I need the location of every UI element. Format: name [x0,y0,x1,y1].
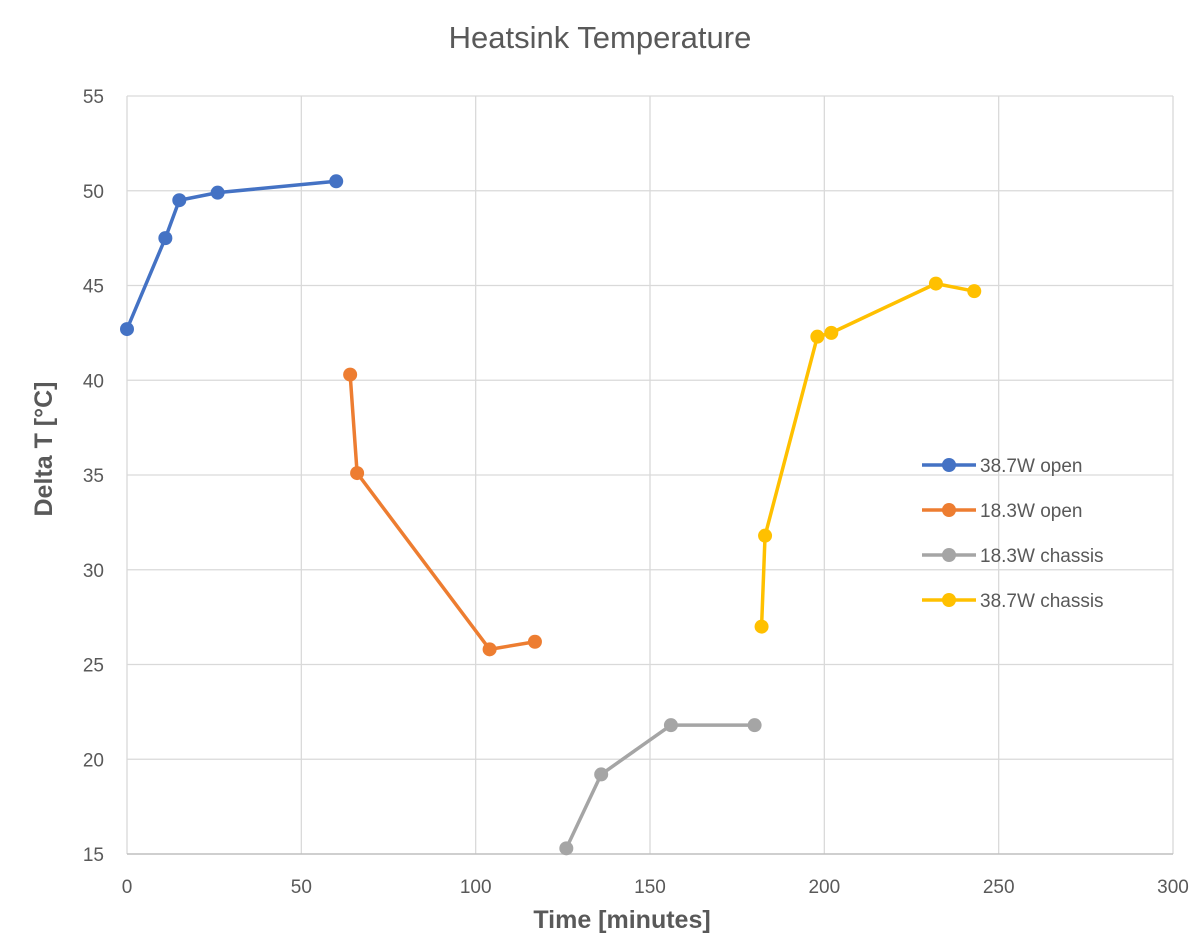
series [120,174,982,856]
data-point [210,185,225,200]
legend-label: 38.7W open [980,456,1082,477]
x-axis-title: Time [minutes] [533,906,710,934]
legend-marker [942,503,956,517]
data-point [758,528,773,543]
chart-title: Heatsink Temperature [449,20,752,55]
y-tick-label: 35 [83,466,104,487]
data-point [594,767,609,782]
data-point [482,642,497,657]
series-line [125,179,338,331]
legend-label: 18.3W chassis [980,546,1104,567]
data-point [172,193,187,208]
legend: 38.7W open 18.3W open 18.3W chassis 38.7W c… [922,456,1104,612]
grid [126,95,1174,855]
x-tick-label: 50 [291,877,312,898]
y-tick-label: 50 [83,182,104,203]
y-tick-label: 30 [83,561,104,582]
data-point [928,276,943,291]
y-tick-label: 25 [83,656,104,677]
series-group [754,276,982,634]
series-group [120,174,344,337]
y-axis-title: Delta T [°C] [30,382,58,517]
data-point [120,322,134,337]
legend-label: 18.3W open [980,501,1082,522]
x-tick-label: 0 [122,877,133,898]
data-point [559,841,574,856]
data-point [967,284,982,299]
legend-marker [942,593,956,607]
data-point [663,718,678,733]
data-point [747,718,762,733]
series-group [343,367,542,657]
y-tick-label: 55 [83,87,104,108]
data-point [329,174,344,189]
series-line [564,723,757,851]
x-tick-label: 250 [983,877,1015,898]
y-tick-label: 40 [83,371,104,392]
data-point [350,466,365,481]
data-point [343,367,358,382]
y-tick-label: 20 [83,750,104,771]
data-point [754,619,769,634]
series-line [759,281,977,629]
legend-marker [942,548,956,562]
x-tick-label: 300 [1157,877,1189,898]
x-tick-label: 150 [634,877,666,898]
tick-labels: 0 50 100 150 200 250 300 15 20 25 30 35 40 45 50 55 [83,87,1189,898]
y-tick-label: 45 [83,277,104,298]
series-group [559,718,762,856]
legend-marker [942,458,956,472]
y-tick-label: 15 [83,845,104,866]
x-tick-label: 200 [808,877,840,898]
data-point [527,634,542,649]
legend-label: 38.7W chassis [980,591,1104,612]
x-tick-label: 100 [460,877,492,898]
data-point [810,329,825,344]
data-point [158,231,173,246]
series-line [348,372,537,652]
data-point [824,325,839,340]
